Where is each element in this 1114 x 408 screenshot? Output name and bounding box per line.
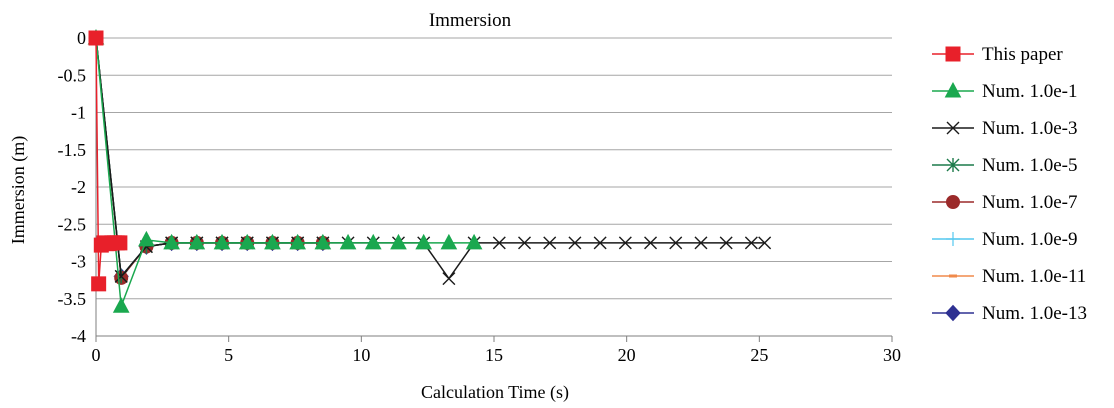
legend-label: Num. 1.0e-5 [982, 155, 1078, 176]
legend-item-num-1-0e-5: Num. 1.0e-5 [932, 155, 1078, 176]
series-this-paper [88, 30, 128, 292]
series-num-1-0e-11-line [95, 37, 323, 279]
series-num-1-0e-1-point [289, 233, 306, 250]
axes: 0 -0.5 -1 -1.5 -2 -2.5 -3 -3.5 -4 0 5 10 15 20 25 30 [58, 28, 902, 365]
series-num-1-0e-1-point [213, 233, 231, 250]
series-num-1-0e-1-point [138, 230, 155, 247]
x-axis-label: Calculation Time (s) [421, 382, 569, 403]
series-num-1-0e-3-point [669, 236, 683, 250]
legend-label: Num. 1.0e-1 [982, 81, 1078, 102]
y-tick-label: -1.5 [58, 140, 87, 160]
series-num-1-0e-13-line [95, 37, 323, 279]
y-tick-label: -2 [71, 177, 86, 197]
legend-item-num-1-0e-9: Num. 1.0e-9 [932, 229, 1078, 250]
series-num-1-0e-1-point [465, 233, 483, 250]
x-tick-label: 30 [883, 345, 901, 365]
x-tick-label: 20 [618, 345, 636, 365]
series-this-paper-point [88, 30, 104, 46]
series-num-1-0e-3-point [744, 236, 758, 250]
y-tick-label: -3.5 [58, 289, 87, 309]
series-num-1-0e-1 [87, 28, 483, 313]
gridlines [96, 37, 892, 337]
legend-marker [946, 232, 960, 246]
series-num-1-0e-1-point [440, 233, 458, 250]
legend-marker [944, 81, 962, 98]
series-num-1-0e-1-point [163, 233, 180, 250]
series-num-1-0e-1-point [390, 233, 407, 250]
legend-item-num-1-0e-1: Num. 1.0e-1 [932, 81, 1078, 102]
series-num-1-0e-1-line [95, 37, 475, 307]
series-num-1-0e-1-point [188, 233, 206, 250]
y-tick-label: -2.5 [58, 214, 87, 234]
series-num-1-0e-3-point [568, 236, 582, 250]
legend-marker [945, 46, 961, 62]
x-tick-label: 15 [485, 345, 503, 365]
series-this-paper-point [91, 276, 107, 292]
series-num-1-0e-3-point [114, 269, 128, 283]
series-num-1-0e-1-point [264, 233, 281, 250]
series-num-1-0e-3-point [719, 236, 733, 250]
x-tick-label: 5 [224, 345, 233, 365]
series-num-1-0e-3-point [758, 236, 772, 250]
legend-label: This paper [982, 44, 1063, 65]
x-tick-label: 25 [750, 345, 768, 365]
legend: This paper Num. 1.0e-1 Num. 1.0e-3 Num. 1.0… [932, 44, 1087, 324]
series-num-1-0e-1-point [112, 297, 130, 313]
legend-item-num-1-0e-13: Num. 1.0e-13 [932, 303, 1087, 324]
chart-title: Immersion [429, 10, 512, 31]
series-num-1-0e-7-line [95, 37, 323, 280]
series-num-1-0e-3-point [543, 236, 557, 250]
series-num-1-0e-9-line [95, 37, 323, 279]
series-num-1-0e-1-point [415, 233, 433, 250]
y-axis-label: Immersion (m) [8, 136, 29, 244]
legend-label: Num. 1.0e-13 [982, 303, 1087, 324]
legend-label: Num. 1.0e-11 [982, 266, 1086, 287]
y-tick-label: -0.5 [58, 65, 87, 85]
series-this-paper-point [112, 235, 128, 251]
series-num-1-0e-3-point [492, 236, 506, 250]
legend-item-num-1-0e-7: Num. 1.0e-7 [932, 192, 1078, 213]
legend-item-this-paper: This paper [932, 44, 1063, 65]
legend-label: Num. 1.0e-7 [982, 192, 1078, 213]
series-num-1-0e-3-point [518, 236, 532, 250]
legend-marker [945, 304, 961, 322]
x-tick-label: 0 [92, 345, 101, 365]
series-num-1-0e-1-point [238, 233, 256, 250]
y-tick-label: -3 [71, 252, 86, 272]
legend-marker [946, 158, 960, 172]
legend-marker [946, 121, 960, 135]
x-tick-label: 10 [352, 345, 370, 365]
series-group [87, 28, 772, 313]
series-num-1-0e-3-point [593, 236, 607, 250]
series-num-1-0e-3-point [442, 272, 456, 286]
y-tick-label: 0 [77, 28, 86, 48]
series-num-1-0e-1-point [364, 233, 382, 250]
series-num-1-0e-5-line [95, 37, 323, 279]
legend-item-num-1-0e-11: Num. 1.0e-11 [932, 266, 1086, 287]
y-tick-label: -1 [71, 103, 86, 123]
legend-label: Num. 1.0e-9 [982, 229, 1078, 250]
y-tick-label: -4 [71, 326, 86, 346]
series-num-1-0e-3-point [618, 236, 632, 250]
series-num-1-0e-3-point [694, 236, 708, 250]
legend-item-num-1-0e-3: Num. 1.0e-3 [932, 118, 1078, 139]
series-num-1-0e-3-point [644, 236, 658, 250]
legend-label: Num. 1.0e-3 [982, 118, 1078, 139]
series-num-1-0e-1-point [314, 233, 332, 250]
series-num-1-0e-1-point [339, 233, 357, 250]
legend-marker [946, 195, 960, 209]
